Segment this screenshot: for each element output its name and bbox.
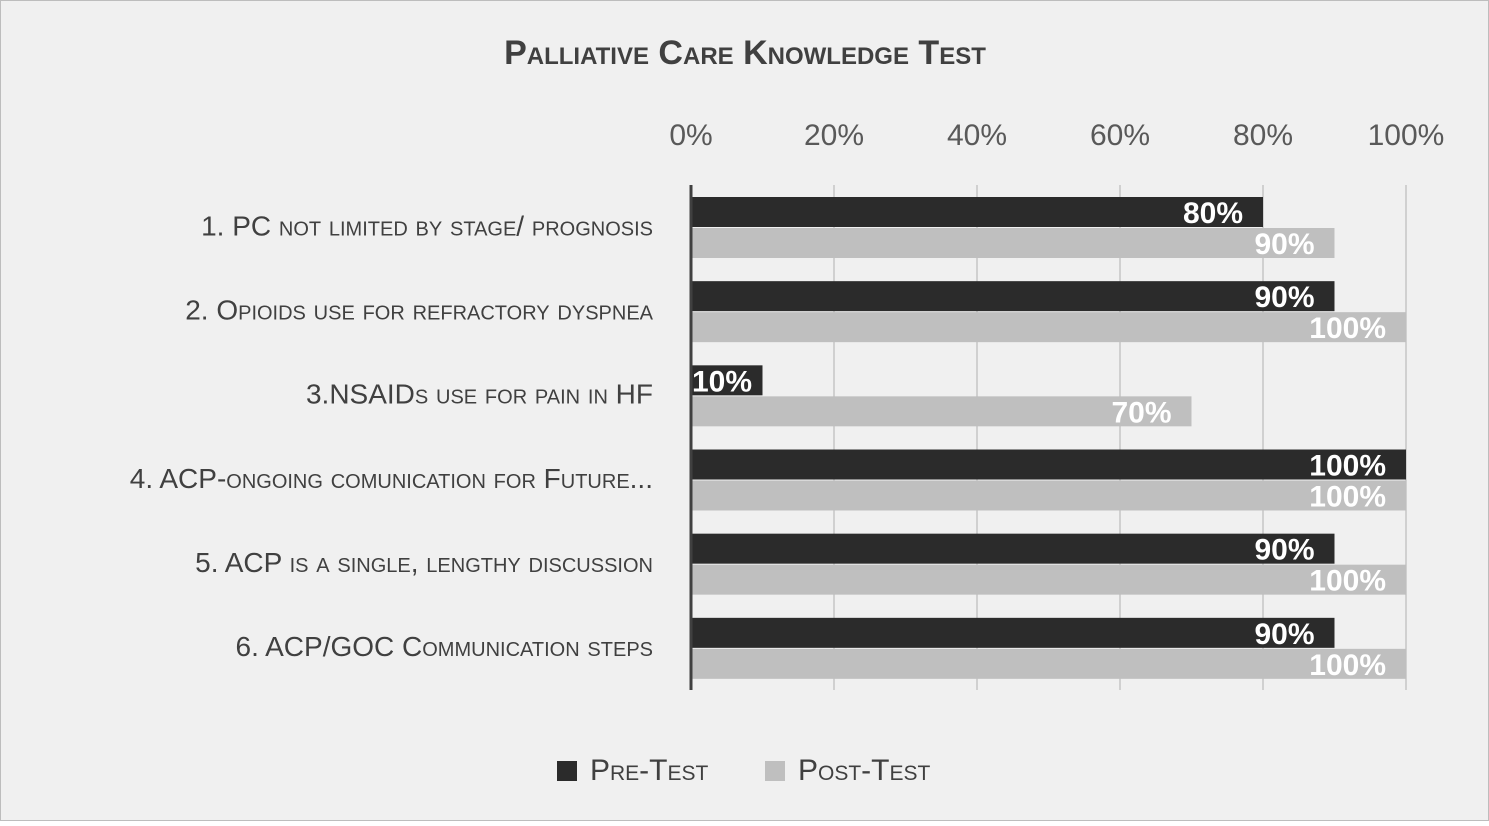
bar [691, 533, 1335, 564]
data-label: 70% [1111, 396, 1171, 429]
bar [691, 480, 1406, 511]
data-label: 90% [1254, 281, 1314, 314]
data-label: 90% [1254, 228, 1314, 261]
y-tick-label: 6. ACP/GOC Communication steps [236, 631, 653, 662]
legend-label: Pre-Test [590, 754, 709, 787]
data-label: 100% [1309, 565, 1386, 598]
bar [691, 281, 1335, 312]
x-tick-label: 60% [1090, 119, 1150, 152]
x-tick-label: 0% [669, 119, 712, 152]
data-label: 90% [1254, 618, 1314, 651]
bar [691, 312, 1406, 343]
legend-swatch [557, 761, 577, 781]
bar [691, 396, 1192, 427]
bar [691, 228, 1335, 258]
data-label: 10% [692, 365, 752, 398]
data-label: 100% [1309, 649, 1386, 682]
bar [691, 648, 1406, 679]
x-tick-label: 80% [1233, 119, 1293, 152]
bar [691, 197, 1263, 227]
bar [691, 365, 763, 396]
x-tick-label: 20% [804, 119, 864, 152]
data-label: 80% [1183, 197, 1243, 230]
data-label: 100% [1309, 449, 1386, 482]
y-tick-label: 2. Opioids use for refractory dyspnea [185, 295, 653, 326]
y-tick-label: 1. PC not limited by stage/ prognosis [201, 210, 653, 241]
y-tick-label: 3.NSAIDs use for pain in HF [306, 379, 653, 410]
y-tick-label: 5. ACP is a single, lengthy discussion [195, 547, 653, 578]
bar [691, 617, 1335, 648]
data-label: 90% [1254, 534, 1314, 567]
bar [691, 449, 1406, 480]
x-tick-label: 40% [947, 119, 1007, 152]
legend-swatch [765, 761, 785, 781]
legend-label: Post-Test [798, 754, 931, 787]
chart-title: Palliative Care Knowledge Test [504, 34, 986, 72]
x-tick-label: 100% [1368, 119, 1445, 152]
data-label: 100% [1309, 480, 1386, 513]
data-label: 100% [1309, 312, 1386, 345]
bar [691, 564, 1406, 595]
y-tick-label: 4. ACP-ongoing comunication for Future..… [130, 463, 653, 494]
